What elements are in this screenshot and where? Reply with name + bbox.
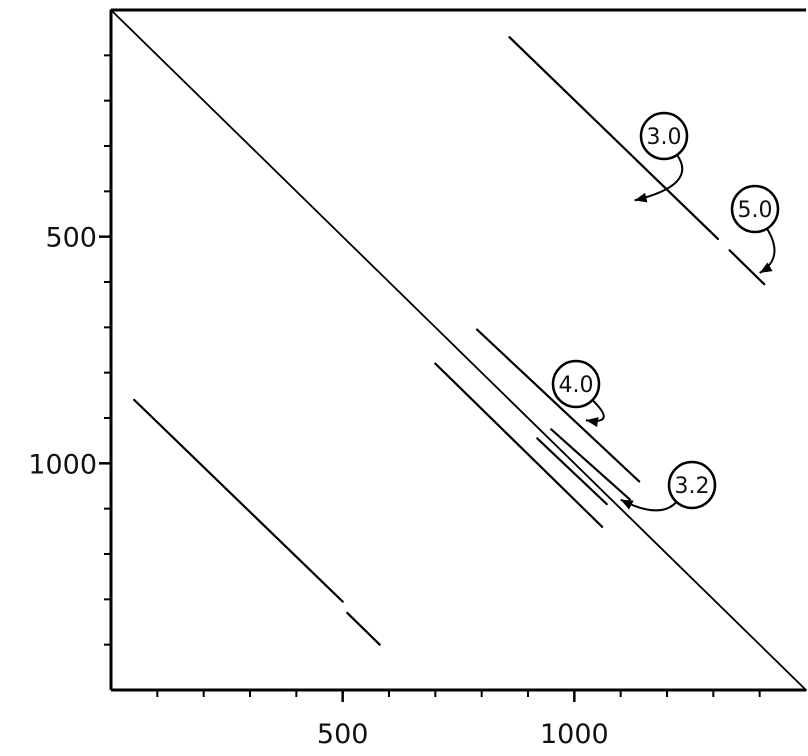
- annotation-label: 4.0: [559, 373, 594, 398]
- annotation-bubble: [639, 111, 689, 161]
- annotation: 5.0: [730, 184, 780, 274]
- y-tick-label: 500: [45, 223, 97, 254]
- series-layer: [110, 9, 807, 691]
- annotation-arrow: [634, 154, 684, 202]
- series-line-segment: [550, 428, 632, 501]
- annotation-arrowhead: [585, 417, 599, 427]
- annotation-bubble: [667, 460, 717, 510]
- annotation: 4.0: [551, 359, 605, 427]
- annotation-label: 3.2: [675, 474, 710, 499]
- series-line-segment: [475, 328, 641, 483]
- plot-frame: [109, 8, 806, 692]
- series-line-segment: [508, 36, 720, 241]
- annotation-bubble: [551, 359, 601, 409]
- annotation: 3.0: [634, 111, 689, 203]
- series-line-segment: [536, 437, 608, 506]
- annotations-layer: 3.0 5.0 4.0 3.2: [551, 111, 780, 512]
- annotation-arrowhead: [759, 262, 773, 273]
- annotation-bubble: [730, 184, 780, 234]
- series-line-segment: [434, 362, 604, 528]
- annotation-label: 3.0: [647, 125, 682, 150]
- annotation-arrowhead: [634, 192, 648, 203]
- x-tick-label: 500: [317, 719, 369, 750]
- tick-labels: 500 1000 500 1000: [28, 223, 608, 750]
- series-line-segment: [346, 611, 381, 646]
- annotation-label: 5.0: [738, 198, 773, 223]
- y-tick-label: 1000: [28, 449, 97, 480]
- series-line-segment: [728, 249, 766, 286]
- x-tick-label: 1000: [540, 719, 609, 750]
- annotation-arrowhead: [620, 499, 634, 510]
- series-line-segment: [133, 398, 344, 603]
- annotation: 3.2: [620, 460, 717, 512]
- axis-ticks: [99, 54, 761, 702]
- series-diagonal-line: [110, 9, 807, 691]
